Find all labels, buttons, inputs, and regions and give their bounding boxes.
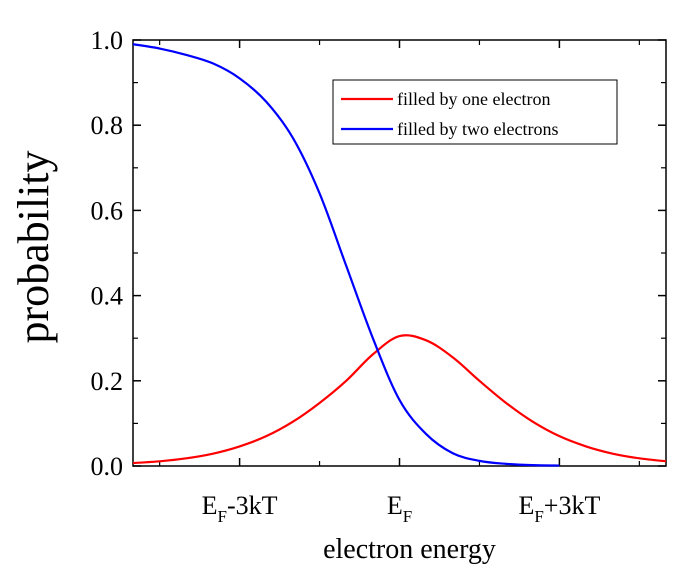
x-axis-ticks: EF-3kT EF EF+3kT xyxy=(159,40,640,526)
y-tick-label: 0.8 xyxy=(91,111,124,140)
y-tick-label: 1.0 xyxy=(91,26,124,55)
legend-box xyxy=(332,79,618,145)
series-line-one-electron xyxy=(132,334,667,465)
legend-label: filled by two electrons xyxy=(397,119,558,139)
x-tick-label: EF+3kT xyxy=(518,491,600,526)
legend: filled by one electron filled by two elec… xyxy=(332,79,618,145)
y-tick-label: 0.6 xyxy=(91,196,124,225)
series-layer xyxy=(132,43,667,467)
x-axis-title: electron energy xyxy=(323,534,496,565)
y-tick-label: 0.4 xyxy=(91,282,124,311)
y-axis-ticks: 0.0 0.2 0.4 0.6 0.8 1.0 xyxy=(91,26,666,481)
x-tick-label: EF-3kT xyxy=(202,491,278,526)
y-tick-label: 0.0 xyxy=(91,452,124,481)
series-line-two-electrons xyxy=(132,43,560,467)
legend-label: filled by one electron xyxy=(397,89,550,109)
y-tick-label: 0.2 xyxy=(91,367,124,396)
x-tick-label: EF xyxy=(387,491,412,526)
y-axis-title: probability xyxy=(9,150,58,343)
